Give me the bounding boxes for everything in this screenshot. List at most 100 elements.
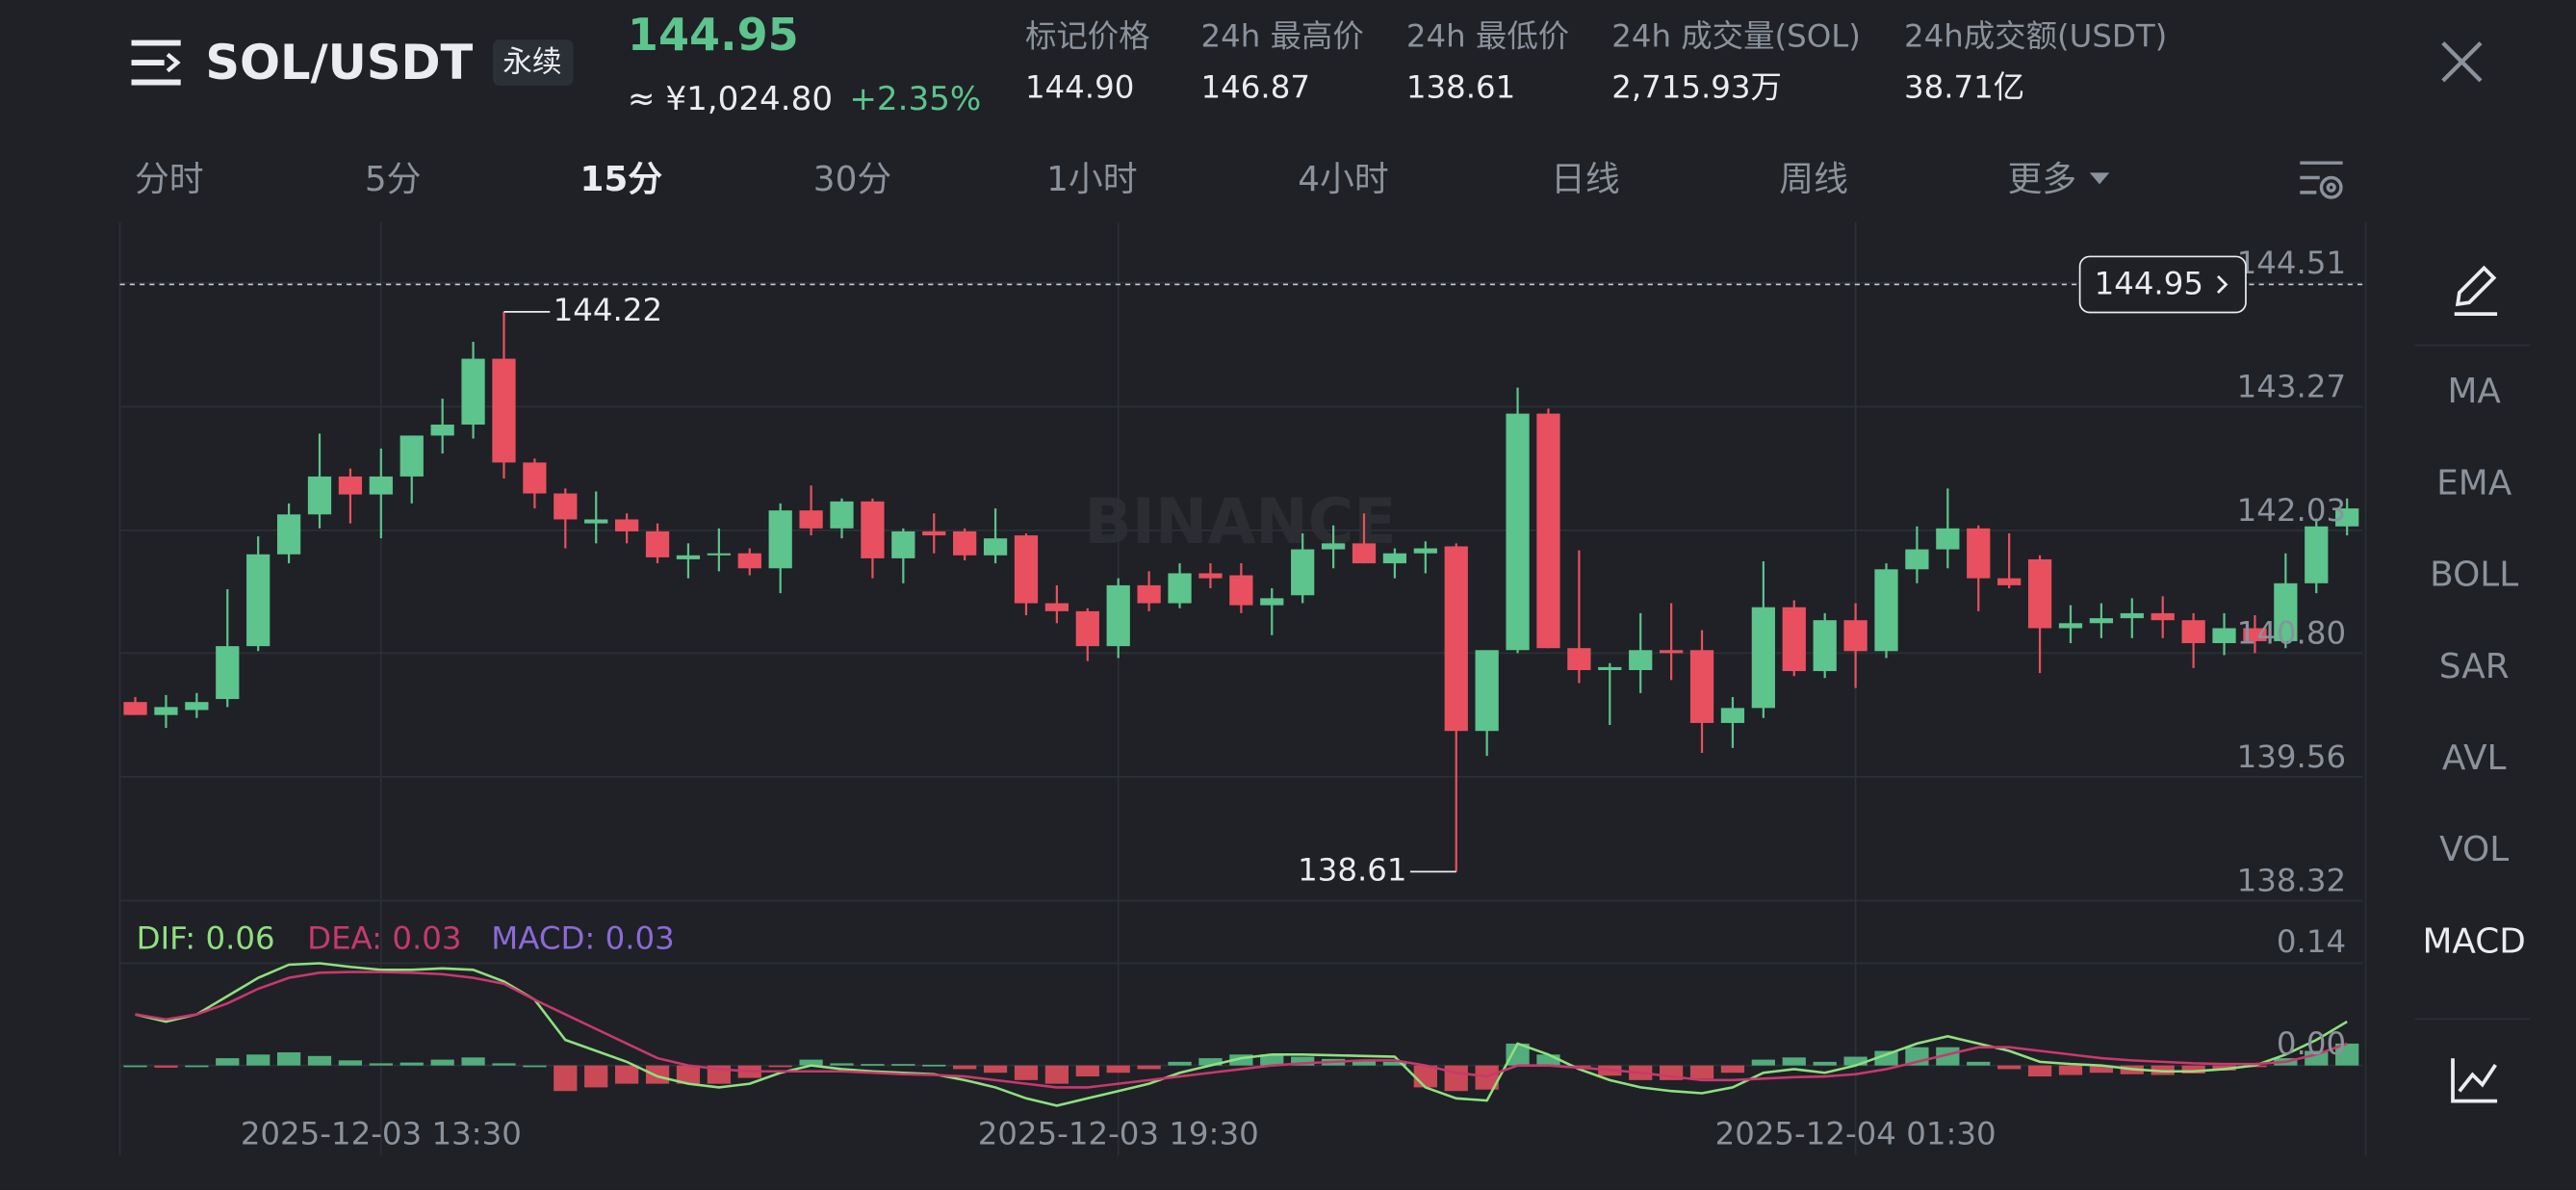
macd-bar [461, 1057, 485, 1066]
candle-body [307, 476, 332, 515]
indicator-button[interactable]: MACD [2422, 921, 2525, 961]
timeframe-tab[interactable]: 5分 [365, 160, 422, 199]
indicator-button[interactable]: AVL [2442, 738, 2507, 778]
indicator-button[interactable]: MA [2447, 372, 2501, 411]
x-tick-label: 2025-12-03 13:30 [241, 1115, 522, 1151]
y-tick-label: 142.03 [2237, 492, 2346, 529]
macd-bar [369, 1063, 393, 1066]
candle-body [1075, 610, 1099, 647]
candle-body [1843, 620, 1868, 652]
macd-bar [1782, 1057, 1806, 1066]
macd-bar [1536, 1054, 1560, 1066]
candle-body [123, 702, 147, 715]
macd-bar [1874, 1050, 1898, 1066]
macd-bar [922, 1064, 946, 1067]
macd-bar [2027, 1065, 2052, 1077]
candle-body [1321, 543, 1346, 550]
timeframe-tab[interactable]: 更多 [2008, 160, 2077, 199]
candle-body [1106, 584, 1130, 647]
candle-body [2181, 620, 2205, 644]
candle-body [768, 510, 792, 569]
candle-body [2027, 558, 2052, 629]
stat-label: 24h 成交量(SOL) [1611, 17, 1861, 54]
timeframe-tab[interactable]: 15分 [580, 160, 662, 199]
candle-body [1874, 569, 1898, 652]
candle-body [1198, 573, 1223, 579]
macd-bar [1044, 1065, 1069, 1084]
macd-bar [983, 1065, 1008, 1074]
candle-body [1967, 528, 1991, 579]
macd-bar [430, 1059, 454, 1066]
macd-bar [1352, 1061, 1377, 1066]
macd-bar [185, 1065, 209, 1068]
macd-bar [1260, 1054, 1284, 1066]
macd-bar [1075, 1065, 1099, 1077]
stat-label: 标记价格 [1025, 17, 1150, 54]
timeframe-tab[interactable]: 周线 [1779, 160, 1848, 199]
candle-body [1229, 575, 1253, 606]
candle-body [584, 519, 608, 524]
candle-body [2212, 628, 2236, 644]
stat-value: 138.61 [1406, 68, 1515, 105]
candle-body [276, 514, 301, 555]
macd-bar [1967, 1061, 1991, 1066]
macd-bar [2089, 1065, 2114, 1074]
candle-body [2151, 612, 2175, 621]
candle-body [246, 554, 270, 647]
candle-body [1997, 578, 2022, 585]
candle-body [1260, 598, 1284, 606]
dropdown-arrow [2089, 172, 2110, 185]
price-tag-label: 144.95 [2095, 265, 2203, 301]
draw-tool-icon[interactable] [2454, 265, 2498, 317]
candle-body [830, 501, 854, 529]
indicator-button[interactable]: EMA [2436, 463, 2512, 503]
indicator-button[interactable]: BOLL [2430, 556, 2518, 595]
macd-line [135, 962, 2348, 1107]
macd-bar [2058, 1065, 2083, 1075]
macd-bar [1137, 1065, 1161, 1070]
stat-value: 146.87 [1201, 68, 1310, 105]
candle-body [554, 493, 578, 520]
timeframe-tab[interactable]: 30分 [813, 160, 891, 199]
macd-bar [338, 1060, 363, 1066]
timeframe-tab[interactable]: 日线 [1551, 160, 1620, 199]
candle-body [1751, 607, 1775, 709]
low-label: 138.61 [1298, 851, 1406, 888]
candle-body [1413, 548, 1437, 554]
close-button[interactable] [2441, 41, 2483, 83]
candle-body [185, 702, 209, 711]
macd-bar [307, 1055, 332, 1066]
macd-bar [1936, 1047, 1960, 1066]
chart-style-icon[interactable] [2451, 1058, 2498, 1103]
macd-bar [953, 1065, 977, 1070]
macd-bar [768, 1065, 792, 1068]
macd-bar [2181, 1065, 2205, 1074]
symbol: SOL/USDT [205, 35, 473, 91]
candle-body [1567, 648, 1591, 670]
legend-entry: MACD: 0.03 [491, 919, 675, 956]
candle-body [2274, 582, 2298, 641]
macd-bar [1813, 1061, 1837, 1066]
timeframe-tab[interactable]: 4小时 [1298, 160, 1388, 199]
candle-body [1598, 666, 1622, 670]
indicator-button[interactable]: SAR [2439, 647, 2510, 686]
contract-type: 永续 [502, 44, 561, 79]
y-tick-label: 0.14 [2277, 923, 2346, 960]
macd-bar [1843, 1056, 1868, 1066]
price-tag[interactable] [2078, 255, 2247, 314]
indicator-button[interactable]: VOL [2439, 830, 2509, 869]
y-tick-label: 140.80 [2237, 615, 2346, 652]
timeframe-tab[interactable]: 1小时 [1046, 160, 1137, 199]
candle-body [2335, 508, 2359, 527]
candle-body [953, 530, 977, 556]
macd-bar [246, 1054, 270, 1066]
candle-body [861, 501, 885, 558]
timeframe-tab[interactable]: 分时 [135, 160, 204, 199]
candle-body [2058, 623, 2083, 629]
menu-icon[interactable] [131, 39, 181, 86]
stat-value: 38.71亿 [1904, 68, 2024, 105]
price-tag-arrow [2216, 274, 2228, 294]
settings-icon[interactable] [2300, 161, 2343, 199]
macd-bar [1506, 1043, 1530, 1066]
stat-value: 2,715.93万 [1611, 68, 1782, 105]
